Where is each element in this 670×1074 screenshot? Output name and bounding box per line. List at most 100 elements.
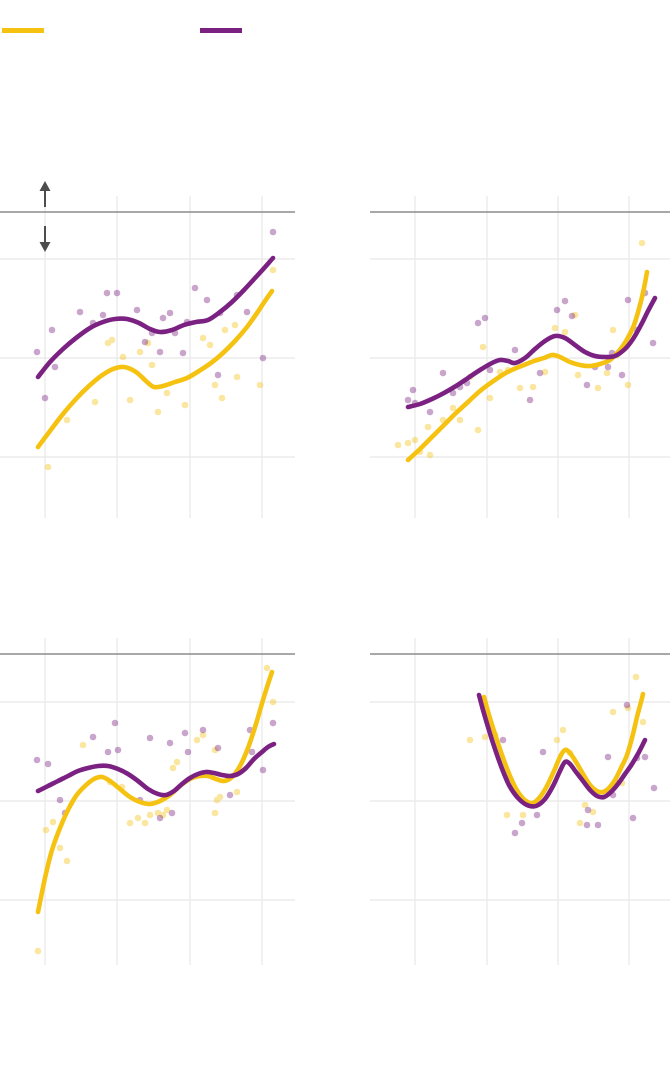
purple-dot bbox=[141, 338, 149, 346]
purple-dot bbox=[146, 734, 154, 742]
purple-dot bbox=[474, 319, 482, 327]
yellow-dot bbox=[79, 741, 87, 749]
yellow-dot bbox=[466, 736, 474, 744]
yellow-dot bbox=[589, 808, 597, 816]
purple-dot bbox=[641, 753, 649, 761]
gridlines bbox=[0, 196, 295, 518]
yellow-dot bbox=[163, 806, 171, 814]
yellow-dot bbox=[256, 381, 264, 389]
purple-dot bbox=[104, 748, 112, 756]
purple-dot bbox=[604, 363, 612, 371]
yellow-dot bbox=[456, 416, 464, 424]
yellow-dot bbox=[541, 368, 549, 376]
purple-dot bbox=[561, 297, 569, 305]
purple-dot bbox=[439, 369, 447, 377]
purple-dot bbox=[111, 719, 119, 727]
yellow-dot bbox=[624, 704, 632, 712]
yellow-dot bbox=[63, 416, 71, 424]
purple-dot bbox=[113, 289, 121, 297]
purple-dot bbox=[553, 306, 561, 314]
purple-dot bbox=[168, 809, 176, 817]
purple-dot bbox=[526, 396, 534, 404]
yellow-dot bbox=[263, 664, 271, 672]
yellow-dot bbox=[181, 401, 189, 409]
yellow-dot bbox=[559, 726, 567, 734]
yellow-dot bbox=[486, 394, 494, 402]
purple-dot bbox=[166, 309, 174, 317]
gridlines bbox=[0, 638, 295, 965]
yellow-dot bbox=[574, 371, 582, 379]
yellow-dot bbox=[49, 818, 57, 826]
purple-dot bbox=[248, 748, 256, 756]
yellow-dot bbox=[108, 336, 116, 344]
yellow-dot bbox=[216, 793, 224, 801]
yellow-dot bbox=[609, 326, 617, 334]
yellow-dot bbox=[269, 698, 277, 706]
yellow-dot bbox=[154, 408, 162, 416]
yellow-dot bbox=[211, 809, 219, 817]
purple-dot bbox=[511, 829, 519, 837]
chart-bottom-right bbox=[370, 638, 670, 965]
yellow-dot bbox=[519, 811, 527, 819]
gridlines bbox=[370, 196, 670, 518]
yellow-dot bbox=[148, 361, 156, 369]
purple-dot bbox=[156, 814, 164, 822]
yellow-dot bbox=[159, 811, 167, 819]
yellow-dot bbox=[474, 426, 482, 434]
legend-swatch-purple bbox=[200, 28, 242, 33]
purple-dot bbox=[89, 733, 97, 741]
yellow-dot bbox=[199, 334, 207, 342]
yellow-dot bbox=[91, 398, 99, 406]
purple-dot bbox=[199, 726, 207, 734]
purple-dot bbox=[214, 744, 222, 752]
yellow-trend-line bbox=[481, 691, 646, 806]
purple-dot bbox=[511, 346, 519, 354]
purple-dot bbox=[269, 228, 277, 236]
purple-dot bbox=[203, 296, 211, 304]
purple-dot bbox=[584, 806, 592, 814]
purple-dot bbox=[33, 756, 41, 764]
yellow-dot bbox=[481, 733, 489, 741]
purple-dot bbox=[99, 311, 107, 319]
purple-dot bbox=[618, 371, 626, 379]
yellow-dot bbox=[211, 381, 219, 389]
purple-dot bbox=[184, 748, 192, 756]
yellow-dot bbox=[571, 311, 579, 319]
purple-dot bbox=[499, 736, 507, 744]
yellow-dot bbox=[193, 736, 201, 744]
yellow-dot bbox=[449, 404, 457, 412]
yellow-dot bbox=[503, 811, 511, 819]
purple-dot bbox=[481, 314, 489, 322]
yellow-dot bbox=[163, 389, 171, 397]
purple-dot bbox=[103, 289, 111, 297]
yellow-trend-line bbox=[35, 288, 275, 450]
purple-trend-line bbox=[405, 295, 658, 410]
yellow-dot bbox=[213, 796, 221, 804]
yellow-dot bbox=[126, 396, 134, 404]
purple-scatter-points bbox=[404, 289, 657, 416]
purple-dot bbox=[649, 339, 657, 347]
purple-dot bbox=[133, 306, 141, 314]
yellow-dot bbox=[206, 341, 214, 349]
reference-arrows bbox=[39, 181, 51, 252]
purple-dot bbox=[51, 363, 59, 371]
yellow-dot bbox=[134, 814, 142, 822]
purple-dot bbox=[409, 386, 417, 394]
purple-dot bbox=[156, 348, 164, 356]
yellow-dot bbox=[529, 383, 537, 391]
purple-dot bbox=[594, 821, 602, 829]
purple-dot bbox=[114, 746, 122, 754]
purple-trend-line bbox=[35, 255, 276, 380]
purple-dot bbox=[181, 729, 189, 737]
yellow-scatter-points bbox=[34, 664, 277, 955]
purple-dot bbox=[650, 784, 658, 792]
purple-dot bbox=[518, 819, 526, 827]
yellow-dot bbox=[63, 857, 71, 865]
yellow-dot bbox=[136, 348, 144, 356]
yellow-dot bbox=[551, 324, 559, 332]
chart-top-left bbox=[0, 196, 295, 518]
yellow-dot bbox=[221, 326, 229, 334]
yellow-dot bbox=[639, 718, 647, 726]
